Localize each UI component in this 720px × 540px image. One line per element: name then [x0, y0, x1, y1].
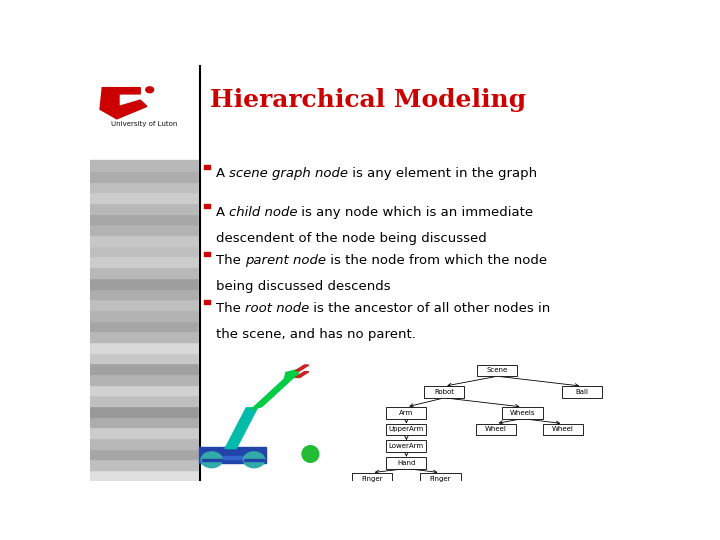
Text: scene graph node: scene graph node [229, 167, 348, 180]
Bar [351, 472, 392, 484]
Bar [420, 472, 461, 484]
Bar [424, 386, 464, 398]
Bar [90, 288, 199, 299]
Bar [204, 456, 260, 458]
Polygon shape [295, 365, 309, 371]
Text: Finger: Finger [361, 476, 382, 482]
Text: parent node: parent node [245, 254, 325, 267]
Text: is the ancestor of all other nodes in: is the ancestor of all other nodes in [309, 302, 550, 315]
Text: root node: root node [245, 302, 309, 315]
Bar [90, 438, 199, 449]
Bar [90, 416, 199, 427]
Text: Wheels: Wheels [510, 410, 535, 416]
Bar [90, 427, 199, 438]
Bar [387, 424, 426, 435]
Ellipse shape [201, 452, 222, 468]
Bar [387, 457, 426, 469]
Bar [199, 65, 648, 481]
Text: the scene, and has no parent.: the scene, and has no parent. [215, 328, 415, 341]
Bar [90, 470, 199, 481]
Bar [477, 364, 518, 376]
Text: is the node from which the node: is the node from which the node [325, 254, 546, 267]
Circle shape [145, 87, 153, 93]
Text: Hierarchical Modeling: Hierarchical Modeling [210, 87, 526, 112]
Bar [90, 331, 199, 342]
Bar [244, 458, 264, 461]
Bar [90, 171, 199, 182]
Text: Ball: Ball [576, 389, 589, 395]
Bar [204, 204, 210, 208]
Text: UpperArm: UpperArm [389, 427, 424, 433]
Text: descendent of the node being discussed: descendent of the node being discussed [215, 232, 486, 245]
Bar [503, 407, 543, 419]
Bar [90, 160, 199, 171]
Text: Hand: Hand [397, 460, 415, 465]
Bar [90, 267, 199, 278]
Text: A: A [215, 206, 229, 219]
Polygon shape [225, 408, 258, 449]
Text: University of Luton: University of Luton [112, 122, 178, 127]
Bar [90, 353, 199, 363]
Bar [543, 424, 583, 435]
Bar [90, 459, 199, 470]
Bar [90, 225, 199, 235]
Bar [90, 342, 199, 353]
Bar [204, 165, 210, 168]
Text: Finger: Finger [430, 476, 451, 482]
Bar [90, 246, 199, 256]
Bar [90, 203, 199, 214]
Bar [90, 310, 199, 321]
Polygon shape [251, 376, 295, 410]
Polygon shape [295, 372, 309, 377]
Ellipse shape [302, 446, 319, 462]
Bar [476, 424, 516, 435]
Polygon shape [100, 87, 147, 119]
Bar [204, 252, 210, 256]
Bar [562, 386, 602, 398]
Text: is any element in the graph: is any element in the graph [348, 167, 537, 180]
Bar [90, 192, 199, 203]
Bar [387, 407, 426, 419]
Bar [199, 447, 266, 463]
Text: is any node which is an immediate: is any node which is an immediate [297, 206, 534, 219]
Text: A: A [215, 167, 229, 180]
Bar [90, 65, 199, 160]
Bar [90, 235, 199, 246]
Bar [90, 182, 199, 192]
Bar [90, 406, 199, 416]
Bar [204, 300, 210, 304]
Bar [90, 374, 199, 384]
Text: The: The [215, 254, 245, 267]
Bar [90, 256, 199, 267]
Text: being discussed descends: being discussed descends [215, 280, 390, 293]
Text: Robot: Robot [434, 389, 454, 395]
Polygon shape [284, 369, 300, 380]
Text: LowerArm: LowerArm [389, 443, 424, 449]
Text: Wheel: Wheel [485, 427, 507, 433]
Bar [202, 458, 222, 461]
Bar [90, 321, 199, 331]
Text: Wheel: Wheel [552, 427, 574, 433]
Text: Scene: Scene [487, 367, 508, 374]
Bar [90, 299, 199, 310]
Ellipse shape [243, 452, 265, 468]
Text: child node: child node [229, 206, 297, 219]
Bar [90, 395, 199, 406]
Bar [90, 449, 199, 459]
Text: The: The [215, 302, 245, 315]
Bar [90, 384, 199, 395]
Bar [90, 363, 199, 374]
Bar [90, 278, 199, 288]
Text: Arm: Arm [400, 410, 413, 416]
Bar [387, 440, 426, 452]
Bar [90, 214, 199, 225]
